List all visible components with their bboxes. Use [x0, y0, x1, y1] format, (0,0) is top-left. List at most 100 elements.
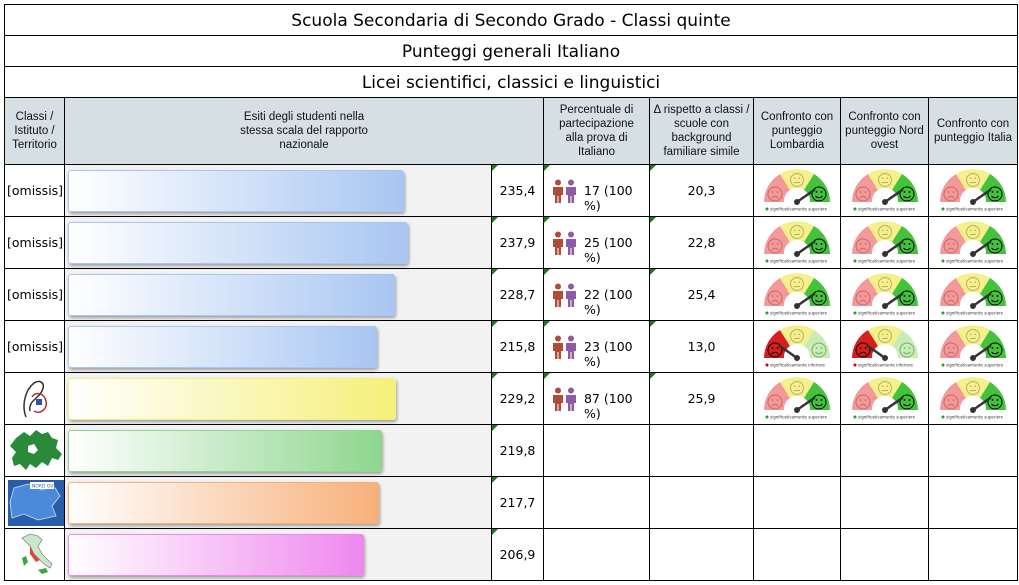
- row-label: [omissis]: [4, 268, 65, 321]
- delta-value: 25,9: [649, 372, 754, 425]
- participation-cell: [543, 528, 650, 581]
- col-header-esiti: Esiti degli studenti nella stessa scala …: [64, 97, 544, 165]
- comparison-gauge-icon: significativamente superiore: [764, 376, 830, 419]
- delta-value: 22,8: [649, 216, 754, 269]
- svg-text:significativamente superiore: significativamente superiore: [770, 206, 828, 211]
- score-bar-cell: [64, 528, 492, 581]
- comment-marker-icon: [544, 165, 550, 171]
- score-bar-cell: [64, 320, 492, 373]
- table-row: 219,8: [4, 424, 1018, 477]
- score-bar-cell: [64, 216, 492, 269]
- school-type-title: Licei scientifici, classici e linguistic…: [4, 66, 1018, 98]
- participation-value: 87 (100 %): [584, 391, 633, 421]
- table-row: [omissis] 215,8 23 (100 %) 13,0 significativ…: [4, 320, 1018, 373]
- svg-text:significativamente superiore: significativamente superiore: [858, 414, 916, 419]
- table-row: 206,9: [4, 528, 1018, 581]
- gauge-cell-italia: [928, 424, 1018, 477]
- table-row: 229,2 87 (100 %) 25,9 significativamente su…: [4, 372, 1018, 425]
- participation-cell: [543, 476, 650, 529]
- italia-map: [20, 533, 52, 574]
- col-header-percentuale: Percentuale di partecipazione alla prova…: [543, 97, 650, 165]
- gauge-cell-lombardia: significativamente inferiore: [753, 320, 841, 373]
- participation-cell: 87 (100 %): [543, 372, 650, 425]
- participation-value: 17 (100 %): [584, 183, 633, 213]
- gauge-cell-nordovest: [840, 528, 929, 581]
- istituto-logo: [22, 380, 47, 417]
- delta-value: 13,0: [649, 320, 754, 373]
- comparison-gauge-icon: significativamente superiore: [940, 220, 1006, 263]
- participation-cell: 22 (100 %): [543, 268, 650, 321]
- delta-value: [649, 476, 754, 529]
- comment-marker-icon: [650, 373, 656, 379]
- comparison-gauge-icon: significativamente superiore: [851, 272, 918, 315]
- comment-marker-icon: [650, 269, 656, 275]
- row-label: [omissis]: [4, 164, 65, 217]
- comment-marker-icon: [544, 373, 550, 379]
- comparison-gauge-icon: significativamente inferiore: [851, 324, 918, 367]
- comment-marker-icon: [492, 217, 498, 223]
- score-bar-cell: [64, 372, 492, 425]
- participation-cell: 25 (100 %): [543, 216, 650, 269]
- gauge-cell-lombardia: [753, 424, 841, 477]
- table-header-row: Classi / Istituto / Territorio Esiti deg…: [4, 97, 1018, 165]
- table-row: [omissis] 235,4 17 (100 %) 20,3 significativ…: [4, 164, 1018, 217]
- gauge-cell-lombardia: [753, 528, 841, 581]
- comment-marker-icon: [544, 321, 550, 327]
- lombardia-map: [9, 429, 62, 470]
- score-bar-cell: [64, 476, 492, 529]
- svg-text:significativamente superiore: significativamente superiore: [858, 206, 916, 211]
- comparison-gauge-icon: significativamente inferiore: [764, 324, 830, 367]
- gauge-cell-nordovest: [840, 424, 929, 477]
- comment-marker-icon: [650, 217, 656, 223]
- score-bar: [68, 430, 382, 472]
- score-bar: [68, 222, 408, 264]
- gauge-cell-italia: [928, 528, 1018, 581]
- svg-text:NORD OVEST: NORD OVEST: [32, 483, 62, 489]
- gauge-cell-lombardia: significativamente superiore: [753, 268, 841, 321]
- score-value: 217,7: [491, 476, 544, 529]
- col-header-lombardia: Confronto con punteggio Lombardia: [753, 97, 841, 165]
- gauge-cell-nordovest: [840, 476, 929, 529]
- participation-value: 23 (100 %): [584, 339, 633, 369]
- score-value: 206,9: [491, 528, 544, 581]
- table-row: NORD OVEST 217,7: [4, 476, 1018, 529]
- comparison-gauge-icon: significativamente superiore: [851, 220, 918, 263]
- comparison-gauge-icon: significativamente superiore: [940, 324, 1006, 367]
- comparison-gauge-icon: significativamente superiore: [940, 272, 1006, 315]
- gauge-cell-italia: significativamente superiore: [928, 164, 1018, 217]
- comment-marker-icon: [544, 217, 550, 223]
- participation-cell: [543, 424, 650, 477]
- gauge-cell-italia: significativamente superiore: [928, 216, 1018, 269]
- gauge-cell-nordovest: significativamente superiore: [840, 372, 929, 425]
- participation-value: 25 (100 %): [584, 235, 633, 265]
- comment-marker-icon: [544, 269, 550, 275]
- comment-marker-icon: [492, 529, 498, 535]
- comment-marker-icon: [650, 165, 656, 171]
- delta-value: [649, 528, 754, 581]
- score-bar: [68, 482, 379, 524]
- row-label: [4, 528, 65, 581]
- svg-text:significativamente superiore: significativamente superiore: [946, 206, 1004, 211]
- comment-marker-icon: [492, 425, 498, 431]
- comparison-gauge-icon: significativamente superiore: [940, 168, 1006, 211]
- table-row: [omissis] 228,7 22 (100 %) 25,4 significativ…: [4, 268, 1018, 321]
- comparison-gauge-icon: significativamente superiore: [764, 272, 830, 315]
- gauge-cell-lombardia: significativamente superiore: [753, 372, 841, 425]
- gauge-cell-nordovest: significativamente superiore: [840, 268, 929, 321]
- delta-value: 25,4: [649, 268, 754, 321]
- comparison-gauge-icon: significativamente superiore: [940, 376, 1006, 419]
- score-value: 215,8: [491, 320, 544, 373]
- svg-text:significativamente superiore: significativamente superiore: [946, 362, 1004, 367]
- col-header-delta: Δ rispetto a classi / scuole con backgro…: [649, 97, 754, 165]
- score-bar-cell: [64, 424, 492, 477]
- comment-marker-icon: [492, 321, 498, 327]
- participation-cell: 23 (100 %): [543, 320, 650, 373]
- svg-text:significativamente superiore: significativamente superiore: [946, 414, 1004, 419]
- nord-ovest-map: NORD OVEST: [7, 479, 64, 526]
- gauge-cell-lombardia: [753, 476, 841, 529]
- col-header-nordovest: Confronto con punteggio Nord ovest: [840, 97, 929, 165]
- gauge-cell-lombardia: significativamente superiore: [753, 164, 841, 217]
- svg-text:significativamente superiore: significativamente superiore: [858, 310, 916, 315]
- students-icon: [553, 335, 576, 359]
- row-label: NORD OVEST: [4, 476, 65, 529]
